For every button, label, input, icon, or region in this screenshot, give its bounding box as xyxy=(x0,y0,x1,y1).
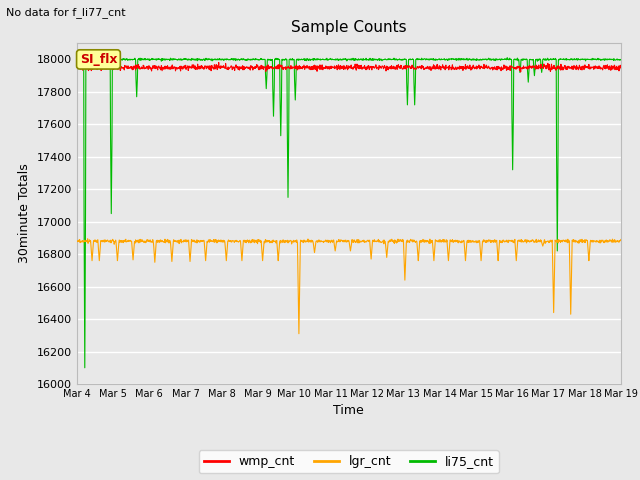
X-axis label: Time: Time xyxy=(333,405,364,418)
Title: Sample Counts: Sample Counts xyxy=(291,20,406,35)
Text: No data for f_li77_cnt: No data for f_li77_cnt xyxy=(6,7,126,18)
Legend: wmp_cnt, lgr_cnt, li75_cnt: wmp_cnt, lgr_cnt, li75_cnt xyxy=(198,450,499,473)
Text: SI_flx: SI_flx xyxy=(80,53,117,66)
Y-axis label: 30minute Totals: 30minute Totals xyxy=(18,164,31,264)
